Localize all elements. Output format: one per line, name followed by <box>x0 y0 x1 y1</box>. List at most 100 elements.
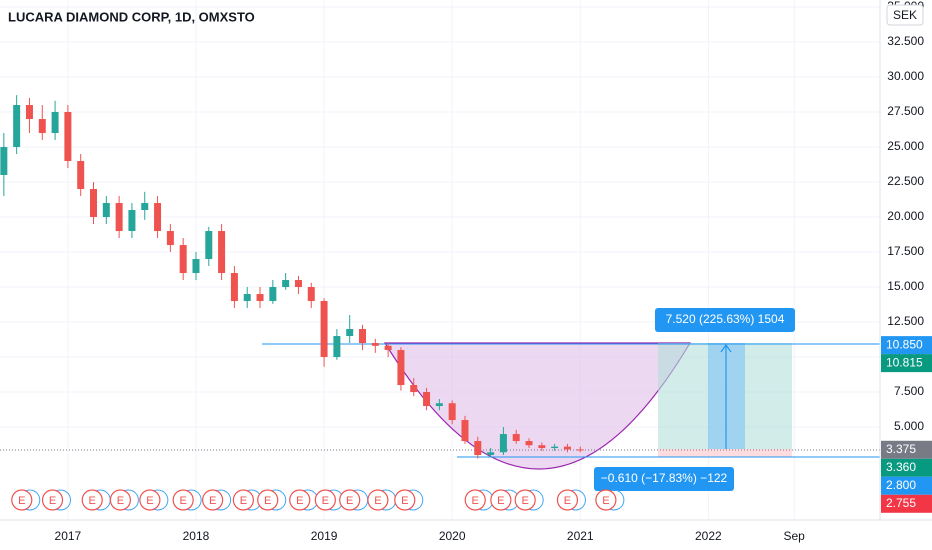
earnings-marker <box>289 489 311 511</box>
earnings-marker <box>490 489 512 511</box>
x-tick-label: 2019 <box>311 529 338 543</box>
candle-body <box>346 329 354 337</box>
y-tick-label: 7.500 <box>894 384 924 398</box>
x-tick-label: 2022 <box>695 529 722 543</box>
candle-body <box>359 329 367 344</box>
earnings-marker <box>339 489 361 511</box>
earnings-label: E <box>89 495 96 507</box>
y-tick-label: 15.000 <box>887 279 924 293</box>
price-label-box <box>881 476 932 495</box>
candle-body <box>410 385 418 393</box>
stop-box <box>594 467 734 491</box>
candle-body <box>154 203 162 232</box>
earnings-marker <box>394 489 416 511</box>
earnings-marker <box>11 489 33 511</box>
arrow-head <box>720 343 732 353</box>
earnings-marker <box>556 489 579 511</box>
earnings-label: E <box>264 495 271 507</box>
price-label-box <box>881 494 932 513</box>
y-tick-label: 20.000 <box>887 209 924 223</box>
y-tick-label: 25.000 <box>887 139 924 153</box>
earnings-marker <box>202 489 224 511</box>
axes: 5.0007.50010.00012.50015.00017.50020.000… <box>55 0 932 543</box>
loss-zone <box>658 449 792 457</box>
earnings-label: E <box>346 495 353 507</box>
candle-body <box>128 210 136 232</box>
candle-body <box>77 161 85 190</box>
x-tick-label: 2017 <box>55 529 82 543</box>
candle-body <box>90 189 98 218</box>
earnings-marker <box>232 489 254 511</box>
candle-body <box>576 449 584 451</box>
candle-body <box>563 446 571 450</box>
candle-body <box>371 343 379 346</box>
candle-body <box>307 287 315 302</box>
earnings-marker <box>595 489 617 511</box>
y-tick-label: 30.000 <box>887 69 924 83</box>
earnings-label: E <box>497 495 504 507</box>
earnings-label: E <box>472 495 479 507</box>
price-label: 10.815 <box>886 355 923 369</box>
y-tick-label: 32.500 <box>887 34 924 48</box>
candle-body <box>115 203 123 232</box>
earnings-marker <box>139 489 161 511</box>
candle-body <box>294 280 302 288</box>
target-box <box>655 308 795 332</box>
x-tick-label: 2020 <box>439 529 466 543</box>
x-tick-label: 2018 <box>183 529 210 543</box>
earnings-label: E <box>322 495 329 507</box>
earnings-marker <box>41 489 64 511</box>
price-label-box <box>881 458 932 477</box>
y-tick-label: 17.500 <box>887 244 924 258</box>
candle-body <box>320 301 328 358</box>
price-label: 2.755 <box>886 496 916 510</box>
earnings-label: E <box>240 495 247 507</box>
candle-body <box>64 112 72 162</box>
y-tick-label: 27.500 <box>887 104 924 118</box>
profit-zone <box>658 343 792 449</box>
y-tick-label: 22.500 <box>887 174 924 188</box>
earnings-label: E <box>49 495 56 507</box>
candle-body <box>0 147 8 176</box>
candle-body <box>435 403 443 407</box>
candle-body <box>218 231 226 274</box>
candle-body <box>166 231 174 246</box>
price-label-box <box>881 354 932 373</box>
candle-body <box>51 112 59 134</box>
earnings-marker <box>367 489 389 511</box>
earnings-label: E <box>374 495 381 507</box>
price-label: 3.375 <box>886 442 916 456</box>
x-tick-label: Sep <box>783 529 805 543</box>
y-tick-label: 5.000 <box>894 419 924 433</box>
price-label-box <box>881 336 932 355</box>
candle-body <box>230 273 238 302</box>
candle-body <box>269 287 277 302</box>
candle-body <box>423 392 431 407</box>
candle-body <box>512 434 520 442</box>
grid <box>0 0 880 520</box>
candle-body <box>102 203 110 218</box>
candle-body <box>333 336 341 358</box>
candle-body <box>243 294 251 302</box>
currency: SEK <box>893 8 917 22</box>
earnings-label: E <box>522 495 529 507</box>
candle-body <box>205 231 213 260</box>
candle-body <box>538 445 546 449</box>
candle-body <box>461 420 469 442</box>
candle-body <box>13 105 21 148</box>
earnings-label: E <box>401 495 408 507</box>
candle-body <box>141 203 149 211</box>
candle-body <box>179 245 187 274</box>
candle-body <box>282 280 290 288</box>
candle-body <box>474 441 482 456</box>
candle-body <box>25 105 33 120</box>
candle-body <box>38 119 46 134</box>
earnings-marker <box>464 489 486 511</box>
earnings-label: E <box>18 495 25 507</box>
stop-label: −0.610 (−17.83%) −122 <box>601 471 728 485</box>
candle-body <box>525 441 533 446</box>
earnings-marker <box>81 489 103 511</box>
